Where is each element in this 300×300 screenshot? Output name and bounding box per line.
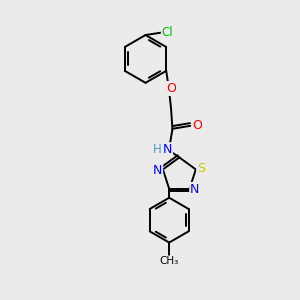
Text: N: N bbox=[190, 183, 200, 196]
Text: O: O bbox=[166, 82, 176, 95]
Text: N: N bbox=[153, 164, 162, 176]
Text: O: O bbox=[192, 119, 202, 132]
Text: S: S bbox=[197, 162, 205, 175]
Text: Cl: Cl bbox=[162, 26, 173, 39]
Text: N: N bbox=[163, 143, 172, 156]
Text: CH₃: CH₃ bbox=[160, 256, 179, 266]
Text: H: H bbox=[153, 143, 162, 156]
